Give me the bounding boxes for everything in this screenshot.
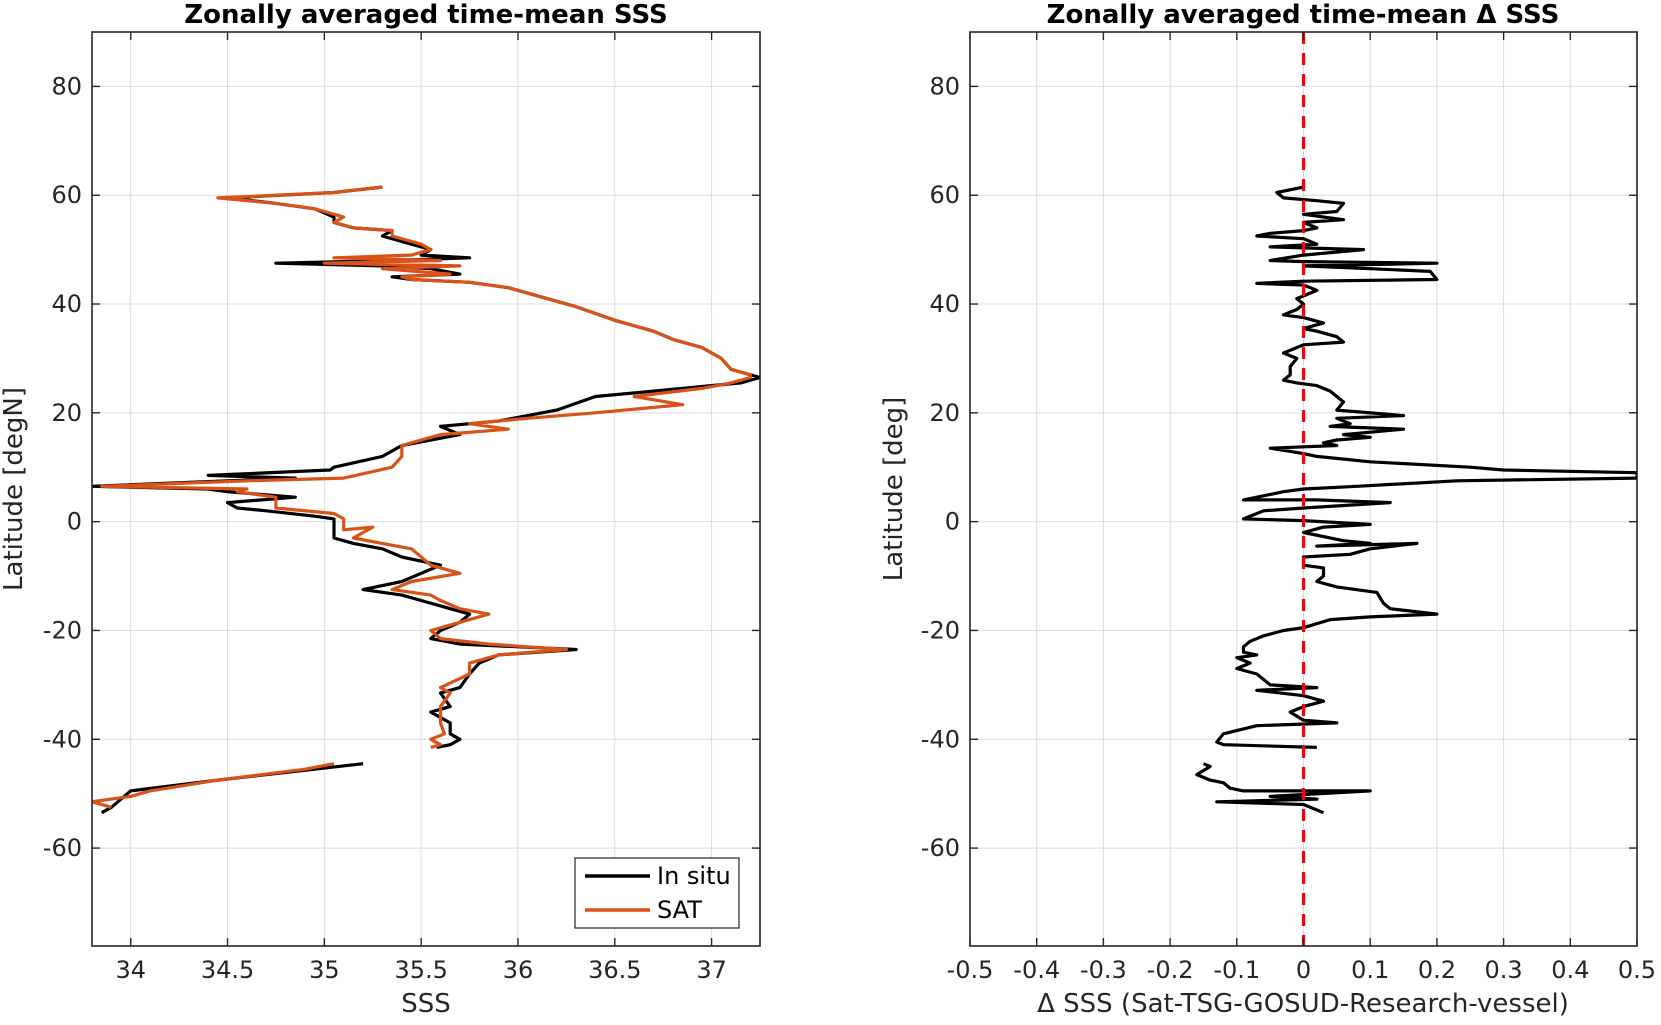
y-tick-label: 20 [51,399,82,427]
y-tick-label: 80 [929,72,960,100]
x-tick-label: -0.3 [1080,956,1127,984]
y-tick-label: -40 [921,725,960,753]
x-tick-label: 0.4 [1551,956,1589,984]
x-tick-label: -0.4 [1013,956,1060,984]
x-tick-label: 0.5 [1618,956,1656,984]
x-tick-label: 36.5 [588,956,641,984]
series-layer [1195,32,1637,946]
x-axis-label: SSS [401,989,451,1019]
x-tick-label: -0.2 [1147,956,1194,984]
y-tick-label: -20 [43,616,82,644]
legend: In situ SAT [574,857,740,929]
series-line-delta-sss [1215,185,1637,749]
axes-box [91,31,761,947]
y-tick-label: 0 [945,508,960,536]
x-tick-label: -0.5 [947,956,994,984]
y-axis-label: Latitude [degN] [0,387,29,591]
chart-title: Zonally averaged time-mean Δ SSS [1047,0,1560,30]
series-layer [92,185,760,815]
y-tick-label: 20 [929,399,960,427]
legend-label-in-situ: In situ [657,862,731,890]
y-tick-label: 60 [51,181,82,209]
y-tick-label: 40 [51,290,82,318]
y-tick-label: 60 [929,181,960,209]
chart-title: Zonally averaged time-mean SSS [184,0,668,30]
y-tick-label: 0 [67,508,82,536]
x-tick-label: 34.5 [201,956,254,984]
y-tick-label: -40 [43,725,82,753]
x-tick-label: 36 [503,956,534,984]
x-tick-label: 0.3 [1485,956,1523,984]
x-tick-label: 34 [115,956,146,984]
x-axis-label: Δ SSS (Sat-TSG-GOSUD-Research-vessel) [1037,989,1569,1019]
series-line-sat [100,185,752,749]
ticks: 34 34.5 35 35.5 36 36.5 37 -60 -40 -20 0 20 40 60 80 [43,32,760,984]
legend-box [574,857,740,929]
delta-sss-panel: -0.5 -0.4 -0.3 -0.2 -0.1 0 0.1 0.2 0.3 0.4 0.5 -60 -… [879,0,1656,1019]
sss-panel: 34 34.5 35 35.5 36 36.5 37 -60 -40 -20 0 20 40 60 80 Z… [0,0,761,1019]
y-tick-label: -60 [43,834,82,862]
y-tick-label: -60 [921,834,960,862]
y-tick-label: 40 [929,290,960,318]
series-line-delta-sss [1195,762,1372,815]
x-tick-label: 0.2 [1418,956,1456,984]
x-tick-label: 35.5 [394,956,447,984]
x-tick-label: -0.1 [1213,956,1260,984]
y-tick-label: 80 [51,72,82,100]
x-tick-label: 0.1 [1351,956,1389,984]
x-tick-label: 0 [1296,956,1311,984]
y-axis-label: Latitude [deg] [879,397,909,582]
y-tick-label: -20 [921,616,960,644]
series-line-sat [92,762,335,809]
x-tick-label: 37 [696,956,727,984]
x-tick-label: 35 [309,956,340,984]
ticks: -0.5 -0.4 -0.3 -0.2 -0.1 0 0.1 0.2 0.3 0.4 0.5 -60 -… [921,32,1656,984]
legend-label-sat: SAT [657,896,702,924]
